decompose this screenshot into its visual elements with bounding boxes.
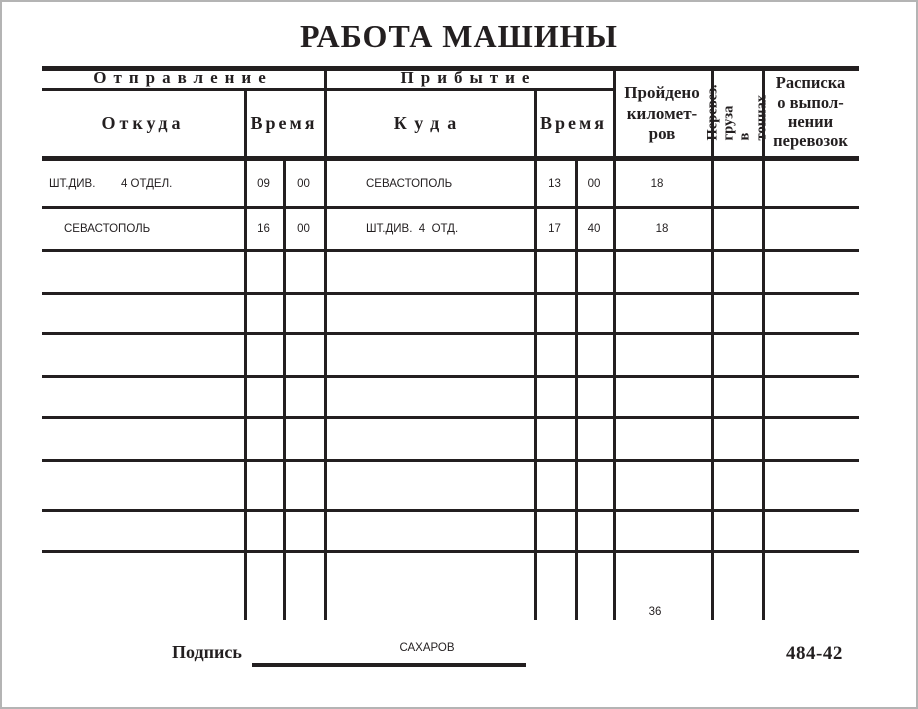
row1-arr-hours-cell: 13 (548, 177, 561, 190)
row-divider (42, 550, 859, 553)
column-divider-dep-time (244, 88, 247, 620)
form-title: РАБОТА МАШИНЫ (300, 18, 618, 54)
row2-arr-minutes-cell: 40 (587, 223, 601, 235)
col-header-km: Пройдено километ- ров (624, 83, 700, 144)
total-km-cell: 36 (648, 606, 662, 618)
row1-arr-minutes-cell: 00 (587, 177, 601, 190)
section-band-line (42, 88, 613, 91)
column-divider-tons (711, 71, 714, 620)
form-number: 484-42 (786, 643, 843, 664)
row2-dep-minutes-cell: 00 (297, 223, 310, 235)
section-label-arrival: Прибытие (400, 68, 537, 87)
row-divider (42, 292, 859, 295)
col-header-receipt: Расписка о выпол- нении перевозок (773, 73, 848, 151)
subcolumn-divider-dep-minutes (283, 156, 286, 620)
col-header-from: Откуда (101, 113, 185, 133)
row2-dep-hours-cell: 16 (257, 223, 270, 235)
row1-dep-hours-cell: 09 (257, 177, 270, 190)
signature-line (252, 663, 526, 667)
row-divider (42, 459, 859, 462)
row-divider (42, 375, 859, 378)
col-header-to: Куда (393, 113, 465, 133)
row1-km-cell: 18 (650, 177, 664, 190)
row-divider (42, 332, 859, 335)
row1-dep-minutes-cell: 00 (297, 177, 310, 190)
col-header-dep-time: Время (250, 113, 318, 133)
row-divider (42, 416, 859, 419)
subcolumn-divider-arr-minutes (575, 156, 578, 620)
row2-arr-hours-cell: 17 (548, 223, 561, 235)
col-header-tons-text: Перевез. груза в тоннах (704, 84, 769, 140)
column-divider-sections (324, 66, 327, 620)
column-divider-receipt (762, 71, 765, 620)
signature-label: Подпись (172, 642, 242, 662)
section-label-departure: Отправление (93, 68, 273, 87)
row-divider (42, 249, 859, 252)
row-divider (42, 206, 859, 209)
row1-to-cell: СЕВАСТОПОЛЬ (366, 177, 453, 190)
table-top-line (42, 66, 859, 71)
row-divider (42, 509, 859, 512)
signature-name: САХАРОВ (399, 642, 455, 654)
row2-to-cell: ШТ.ДИВ. 4 ОТД. (366, 223, 459, 235)
column-divider-km (613, 71, 616, 620)
col-header-tons: Перевез. груза в тоннах (704, 68, 769, 156)
row2-from-cell: СЕВАСТОПОЛЬ (64, 223, 151, 235)
col-header-arr-time: Время (539, 113, 607, 133)
row1-from-cell: ШТ.ДИВ. 4 ОТДЕЛ. (49, 177, 173, 190)
row2-km-cell: 18 (655, 223, 669, 235)
header-bottom-line (42, 156, 859, 161)
column-divider-arr-time (534, 88, 537, 620)
